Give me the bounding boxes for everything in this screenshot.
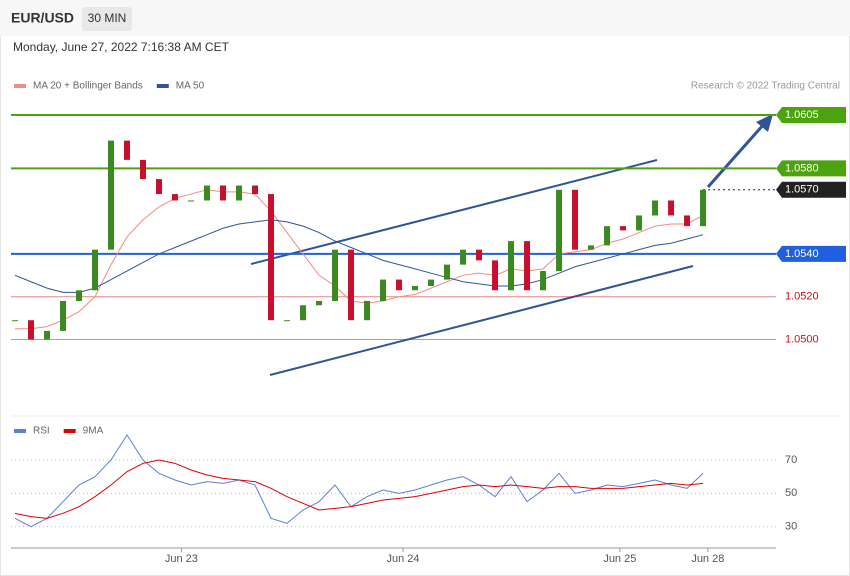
legend-swatch	[63, 429, 76, 433]
candle	[12, 320, 19, 322]
legend-label: 9MA	[83, 426, 104, 437]
interval: 30 MIN	[88, 11, 127, 25]
candle	[412, 286, 419, 291]
x-tick-label: Jun 23	[165, 553, 198, 565]
series-line	[14, 219, 704, 293]
legend-label: RSI	[33, 426, 50, 437]
candle	[588, 245, 595, 250]
series-line	[14, 459, 704, 519]
x-tick-label: Jun 25	[603, 553, 636, 565]
candle	[28, 320, 35, 340]
level-label: 1.0500	[785, 333, 819, 345]
candle	[572, 189, 579, 250]
candle	[380, 279, 387, 301]
candle	[252, 185, 259, 195]
candle	[108, 140, 115, 250]
y-tick-label: 50	[785, 487, 797, 499]
series-line	[15, 189, 704, 330]
credit: Research © 2022 Trading Central	[691, 81, 840, 92]
candle	[300, 305, 307, 321]
level-tag	[776, 245, 846, 262]
legend-label: MA 50	[176, 81, 205, 92]
candle	[140, 159, 147, 180]
candle	[540, 271, 547, 291]
candle	[620, 226, 627, 231]
candle	[220, 185, 227, 201]
candle	[396, 279, 403, 291]
level-label: 1.0520	[785, 291, 819, 303]
trendline	[269, 265, 694, 376]
timestamp: Monday, June 27, 2022 7:16:38 AM CET	[13, 40, 230, 54]
candle	[188, 200, 195, 202]
candle	[700, 189, 707, 227]
candle	[316, 300, 323, 306]
trendline	[250, 159, 658, 265]
x-tick-label: Jun 28	[691, 553, 724, 565]
candle	[444, 264, 451, 280]
candle	[76, 290, 83, 301]
candle	[236, 185, 243, 201]
candle	[156, 179, 163, 195]
x-tick-label: Jun 24	[387, 553, 420, 565]
y-tick-label: 70	[785, 454, 797, 466]
level-tag	[776, 181, 846, 198]
candle	[124, 140, 131, 160]
candle	[172, 194, 179, 201]
candle	[268, 194, 275, 321]
y-tick-label: 30	[785, 521, 797, 533]
candle	[60, 300, 67, 331]
candle	[364, 300, 371, 321]
candle	[636, 215, 643, 231]
candle	[44, 330, 51, 340]
candle	[476, 249, 483, 261]
candle	[460, 249, 467, 265]
level-label: 1.0540	[785, 248, 819, 260]
header-bar	[0, 0, 850, 36]
candle	[652, 200, 659, 216]
legend-swatch	[14, 429, 26, 433]
level-label: 1.0570	[785, 184, 819, 196]
candle	[492, 260, 499, 291]
candle	[556, 189, 563, 272]
candle	[508, 241, 515, 291]
candle	[204, 185, 211, 201]
forecast-arrow	[706, 123, 766, 188]
level-label: 1.0605	[785, 109, 819, 121]
legend-label: MA 20 + Bollinger Bands	[33, 81, 143, 92]
candle	[604, 226, 611, 246]
level-tag	[776, 106, 846, 123]
candle	[524, 241, 531, 291]
level-tag	[776, 160, 846, 177]
legend-swatch	[156, 84, 169, 88]
candle	[92, 249, 99, 291]
symbol: EUR/USD	[11, 10, 74, 26]
interval-chip[interactable]	[82, 7, 132, 31]
series-line	[14, 434, 704, 528]
arrow-head	[756, 114, 773, 132]
candle	[668, 200, 675, 216]
legend-swatch	[14, 84, 26, 88]
candle	[284, 320, 291, 322]
candle	[684, 215, 691, 227]
level-label: 1.0580	[785, 162, 819, 174]
candle	[332, 249, 339, 301]
candle	[348, 249, 355, 321]
candle	[428, 279, 435, 286]
